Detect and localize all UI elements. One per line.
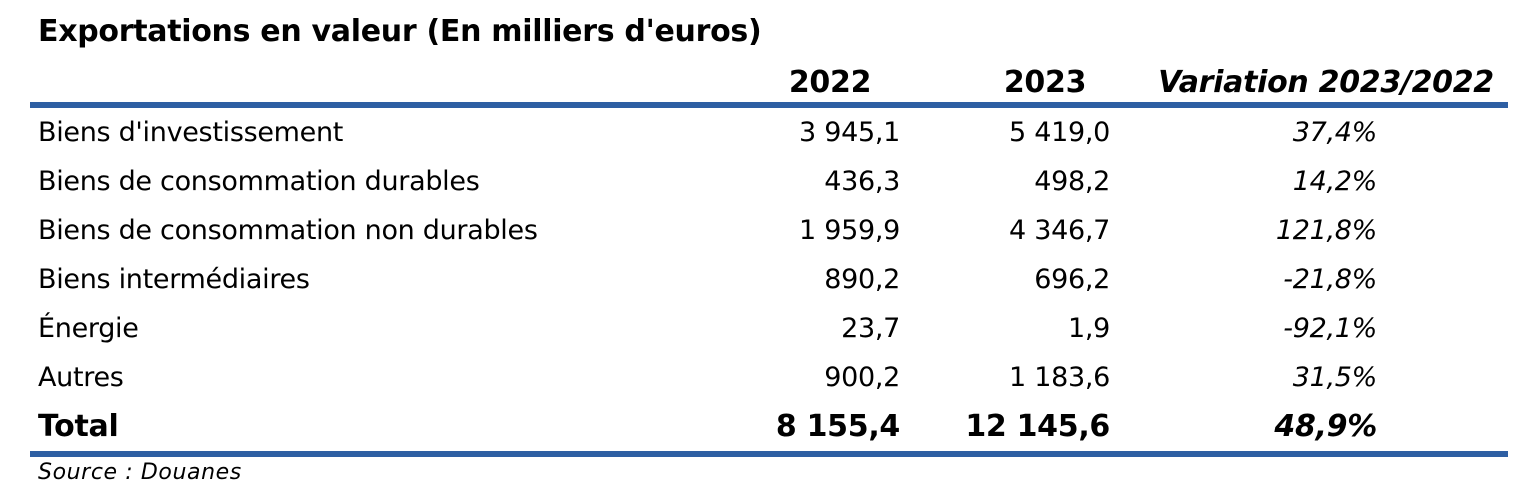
value-2022: 23,7 [841,313,900,344]
variation-value: -92,1% [1283,313,1377,344]
row-label: Autres [38,362,124,393]
table-row: Autres 900,2 1 183,6 31,5% [30,353,1508,402]
variation-value: 121,8% [1275,215,1377,246]
variation-cell: 14,2% [1150,157,1502,206]
total-variation-cell: 48,9% [1150,402,1502,451]
variation-value: 14,2% [1292,166,1378,197]
value-2022: 3 945,1 [799,117,900,148]
value-2023: 1,9 [1067,313,1110,344]
variation-value: 31,5% [1292,362,1378,393]
table-row: Énergie 23,7 1,9 -92,1% [30,304,1508,353]
value-2023: 498,2 [1034,166,1110,197]
table-header-row: 2022 2023 Variation 2023/2022 [30,62,1508,102]
value-2023: 1 183,6 [1009,362,1110,393]
variation-cell: -92,1% [1150,304,1502,353]
value-2022: 900,2 [824,362,900,393]
value-2023: 4 346,7 [1009,215,1110,246]
total-row: Total 8 155,4 12 145,6 48,9% [30,402,1508,451]
column-header-2023: 2023 [1003,64,1087,100]
row-label: Énergie [38,313,139,344]
total-label: Total [38,409,119,444]
variation-cell: 31,5% [1150,353,1502,402]
row-label: Biens de consommation non durables [38,215,538,246]
table-row: Biens intermédiaires 890,2 696,2 -21,8% [30,255,1508,304]
column-header-2022: 2022 [788,64,872,100]
variation-cell: -21,8% [1150,255,1502,304]
column-header-variation: Variation 2023/2022 [1158,64,1494,100]
value-2022: 1 959,9 [799,215,900,246]
variation-cell: 121,8% [1150,206,1502,255]
total-2022: 8 155,4 [775,409,900,444]
value-2022: 436,3 [824,166,900,197]
bottom-rule [30,451,1508,457]
total-2023: 12 145,6 [965,409,1110,444]
variation-cell: 37,4% [1150,108,1502,157]
row-label: Biens d'investissement [38,117,344,148]
source-note: Source : Douanes [38,460,242,485]
total-variation: 48,9% [1274,409,1377,444]
table-row: Biens de consommation durables 436,3 498… [30,157,1508,206]
table-title: Exportations en valeur (En milliers d'eu… [38,14,762,49]
table-row: Biens de consommation non durables 1 959… [30,206,1508,255]
variation-value: -21,8% [1283,264,1377,295]
variation-value: 37,4% [1292,117,1378,148]
table-row: Biens d'investissement 3 945,1 5 419,0 3… [30,108,1508,157]
row-label: Biens de consommation durables [38,166,480,197]
row-label: Biens intermédiaires [38,264,310,295]
exports-table: 2022 2023 Variation 2023/2022 Biens d'in… [30,62,1508,457]
value-2023: 696,2 [1034,264,1110,295]
value-2023: 5 419,0 [1009,117,1110,148]
top-rule [30,102,1508,108]
value-2022: 890,2 [824,264,900,295]
